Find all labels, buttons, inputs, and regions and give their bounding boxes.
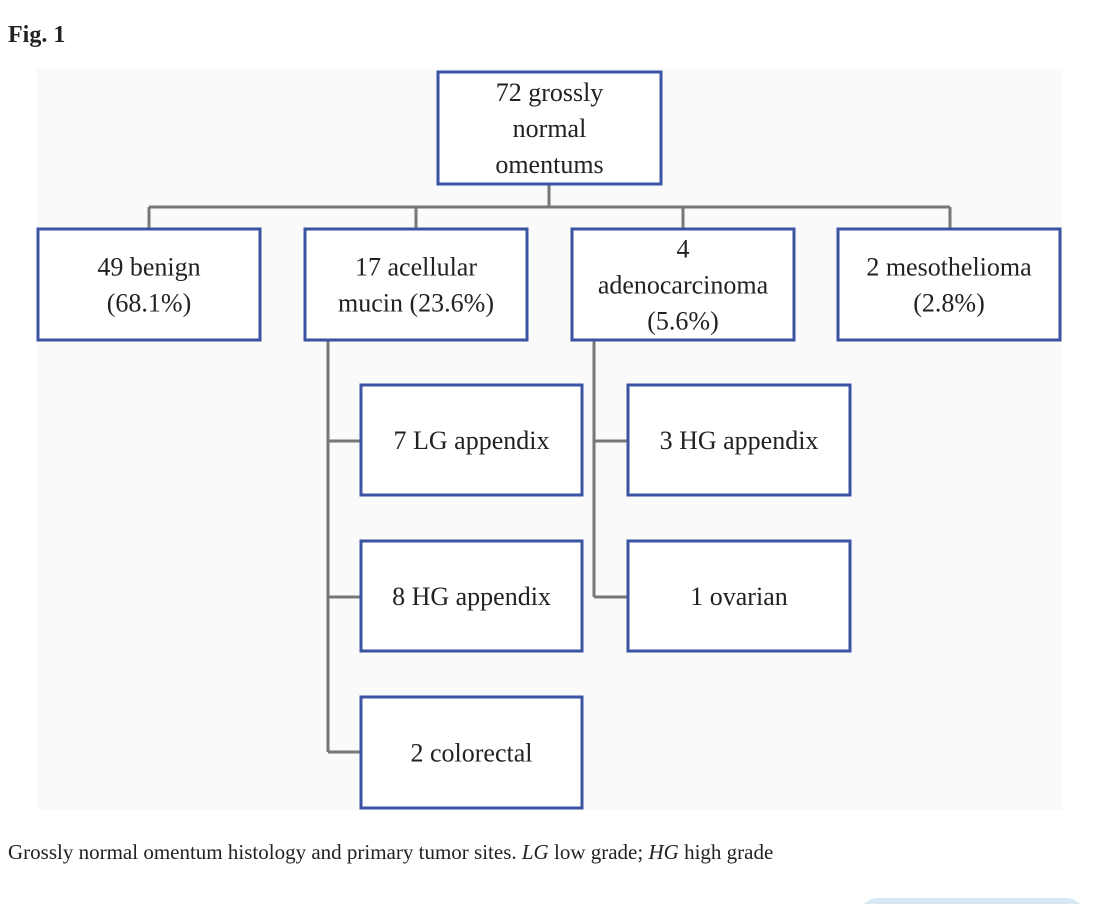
node-label-line: 7 LG appendix: [394, 426, 550, 455]
node: 49 benign (68.1%): [36, 227, 262, 342]
node-label: 4 adenocarcinoma (5.6%): [598, 235, 769, 336]
node-label-line: 72 grossly: [496, 78, 604, 107]
node: 1 ovarian: [626, 539, 852, 653]
node-label-line: 49 benign: [97, 253, 200, 282]
node-label: 3 HG appendix: [660, 426, 819, 455]
node-label-line: mucin (23.6%): [338, 289, 494, 318]
connector: [592, 340, 628, 599]
node-label: 7 LG appendix: [394, 426, 550, 455]
connectors: [147, 184, 952, 754]
caption-text: low grade;: [548, 840, 649, 864]
node-box: [570, 227, 796, 342]
node-label-line: adenocarcinoma: [598, 271, 769, 300]
node-label-line: (5.6%): [647, 307, 718, 336]
caption-text: Grossly normal omentum histology and pri…: [8, 840, 522, 864]
node-label-line: omentums: [495, 150, 603, 179]
node-label-line: 4: [677, 235, 690, 264]
figure-label: Fig. 1: [8, 22, 66, 48]
connector: [147, 184, 952, 229]
node: 2 colorectal: [359, 695, 584, 810]
node-box: [359, 383, 584, 497]
node: 72 grossly normal omentums: [436, 70, 663, 186]
node: 8 HG appendix: [359, 539, 584, 653]
node-box: [436, 70, 663, 186]
node-label: 8 HG appendix: [392, 582, 551, 611]
node-box: [359, 695, 584, 810]
node-label: 2 mesothelioma (2.8%): [866, 253, 1032, 318]
node-label-line: (68.1%): [107, 289, 191, 318]
node-label: 1 ovarian: [690, 582, 787, 611]
caption-abbrev: HG: [648, 840, 679, 864]
node: 7 LG appendix: [359, 383, 584, 497]
node-label-line: (2.8%): [913, 289, 984, 318]
node-box: [359, 539, 584, 653]
node-label-line: 2 colorectal: [411, 739, 533, 768]
node-label-line: 1 ovarian: [690, 582, 787, 611]
node-label: 49 benign (68.1%): [97, 253, 200, 318]
node-label-line: normal: [513, 114, 587, 143]
node-label-line: 2 mesothelioma: [866, 253, 1032, 282]
node-box: [626, 383, 852, 497]
connector: [326, 340, 361, 754]
node-box: [836, 227, 1062, 342]
node: 4 adenocarcinoma (5.6%): [570, 227, 796, 342]
node: 17 acellular mucin (23.6%): [303, 227, 529, 342]
node-label: 17 acellular mucin (23.6%): [338, 253, 494, 318]
node-label-line: 8 HG appendix: [392, 582, 551, 611]
caption: Grossly normal omentum histology and pri…: [8, 840, 773, 865]
nodes: 72 grossly normal omentums 49 benign (68.1%)…: [36, 70, 1062, 810]
node-box: [303, 227, 529, 342]
caption-abbrev: LG: [521, 840, 549, 864]
node-label-line: 3 HG appendix: [660, 426, 819, 455]
node-label: 72 grossly normal omentums: [495, 78, 603, 179]
diagram: 72 grossly normal omentums 49 benign (68.1%)…: [36, 70, 1062, 810]
button[interactable]: [858, 898, 1086, 904]
node-label-line: 17 acellular: [355, 253, 477, 282]
node: 2 mesothelioma (2.8%): [836, 227, 1062, 342]
node-label: 2 colorectal: [411, 739, 533, 768]
node-box: [626, 539, 852, 653]
node-box: [36, 227, 262, 342]
caption-text: high grade: [678, 840, 774, 864]
node: 3 HG appendix: [626, 383, 852, 497]
